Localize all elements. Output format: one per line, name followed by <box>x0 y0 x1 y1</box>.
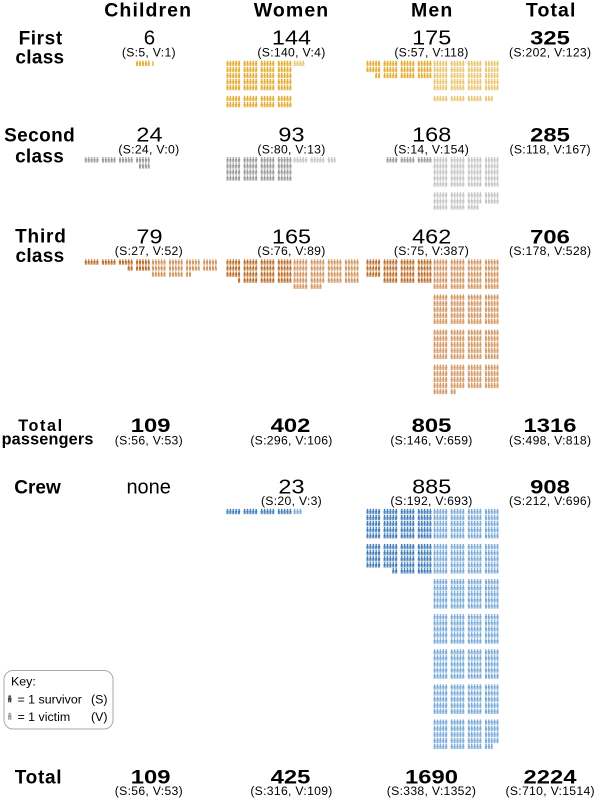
svg-text:(S:140, V:4): (S:140, V:4) <box>257 45 325 59</box>
svg-text:93: 93 <box>278 124 304 147</box>
svg-text:none: none <box>126 476 171 498</box>
svg-text:Women: Women <box>254 0 330 22</box>
svg-text:(S:56, V:53): (S:56, V:53) <box>115 784 183 798</box>
svg-text:class: class <box>15 146 64 167</box>
svg-text:(V): (V) <box>91 710 108 724</box>
svg-text:(S:76, V:89): (S:76, V:89) <box>257 244 325 258</box>
svg-text:462: 462 <box>412 226 451 249</box>
svg-text:24: 24 <box>136 124 162 147</box>
svg-text:class: class <box>15 48 64 69</box>
svg-text:144: 144 <box>272 26 311 49</box>
svg-text:Children: Children <box>104 0 192 22</box>
svg-text:Key:: Key: <box>11 675 36 689</box>
svg-text:805: 805 <box>412 416 452 437</box>
svg-text:Crew: Crew <box>14 477 61 498</box>
svg-text:165: 165 <box>272 226 311 249</box>
svg-text:(S:498, V:818): (S:498, V:818) <box>509 433 591 447</box>
svg-text:168: 168 <box>412 124 451 147</box>
svg-text:(S:710, V:1514): (S:710, V:1514) <box>505 784 594 798</box>
svg-text:= 1 survivor: = 1 survivor <box>18 693 82 707</box>
svg-text:(S:20, V:3): (S:20, V:3) <box>261 494 322 508</box>
svg-text:Second: Second <box>4 125 75 146</box>
svg-text:(S:316, V:109): (S:316, V:109) <box>250 784 332 798</box>
svg-text:Total: Total <box>526 0 577 22</box>
svg-text:(S:14, V:154): (S:14, V:154) <box>394 142 469 156</box>
svg-text:706: 706 <box>530 228 570 249</box>
svg-text:(S:24, V:0): (S:24, V:0) <box>118 142 179 156</box>
svg-text:175: 175 <box>412 26 451 49</box>
svg-text:(S:146, V:659): (S:146, V:659) <box>390 433 472 447</box>
svg-text:= 1 victim: = 1 victim <box>18 710 71 724</box>
svg-text:(S:80, V:13): (S:80, V:13) <box>257 142 325 156</box>
svg-text:Third: Third <box>15 227 67 248</box>
svg-text:(S:118, V:167): (S:118, V:167) <box>509 142 590 156</box>
svg-text:23: 23 <box>278 475 304 498</box>
svg-text:Total: Total <box>18 417 63 435</box>
svg-text:class: class <box>15 246 64 267</box>
svg-text:(S:192, V:693): (S:192, V:693) <box>390 494 472 508</box>
svg-text:1690: 1690 <box>405 767 458 788</box>
svg-text:(S): (S) <box>91 693 108 707</box>
svg-text:(S:57, V:118): (S:57, V:118) <box>394 45 468 59</box>
svg-text:908: 908 <box>530 477 570 498</box>
svg-text:6: 6 <box>144 26 155 49</box>
svg-text:79: 79 <box>136 226 162 249</box>
svg-text:(S:178, V:528): (S:178, V:528) <box>509 244 591 258</box>
svg-text:2224: 2224 <box>524 767 577 788</box>
svg-text:First: First <box>19 28 63 49</box>
svg-text:Total: Total <box>15 767 62 788</box>
svg-text:109: 109 <box>131 416 171 437</box>
svg-text:1316: 1316 <box>524 416 577 437</box>
svg-text:109: 109 <box>131 767 171 788</box>
svg-text:(S:202, V:123): (S:202, V:123) <box>509 45 591 59</box>
svg-text:(S:296, V:106): (S:296, V:106) <box>250 433 332 447</box>
svg-text:425: 425 <box>271 767 311 788</box>
svg-text:(S:75, V:387): (S:75, V:387) <box>394 244 469 258</box>
svg-text:(S:212, V:696): (S:212, V:696) <box>509 494 591 508</box>
svg-text:(S:27, V:52): (S:27, V:52) <box>115 244 183 258</box>
svg-text:285: 285 <box>530 126 570 147</box>
svg-text:(S:338, V:1352): (S:338, V:1352) <box>387 784 476 798</box>
svg-text:(S:5, V:1): (S:5, V:1) <box>122 45 176 59</box>
svg-text:Men: Men <box>411 0 453 22</box>
svg-text:325: 325 <box>530 28 570 49</box>
svg-text:402: 402 <box>271 416 311 437</box>
svg-text:passengers: passengers <box>2 431 94 449</box>
svg-text:(S:56, V:53): (S:56, V:53) <box>115 433 183 447</box>
svg-text:885: 885 <box>412 475 451 498</box>
